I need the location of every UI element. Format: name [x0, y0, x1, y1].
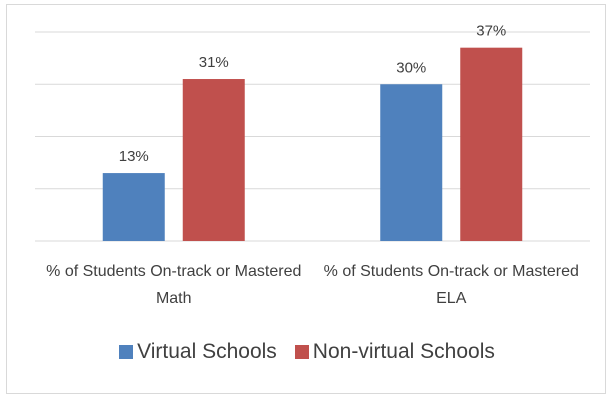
value-label: 37%	[476, 23, 506, 40]
bar	[102, 173, 165, 241]
bar	[182, 79, 245, 242]
x-tick-label: % of Students On-track or Mastered ELA	[323, 263, 579, 307]
value-label: 31%	[199, 54, 229, 71]
legend: Virtual Schools Non-virtual Schools	[0, 340, 614, 364]
value-label: 13%	[119, 148, 149, 165]
legend-item: Virtual Schools	[119, 340, 277, 364]
legend-label: Virtual Schools	[137, 340, 277, 363]
legend-swatch	[119, 345, 134, 359]
value-label: 30%	[396, 59, 426, 76]
chart-frame	[6, 4, 606, 394]
legend-label: Non-virtual Schools	[312, 340, 495, 363]
legend-item: Non-virtual Schools	[294, 340, 495, 364]
bar	[380, 84, 443, 241]
legend-swatch	[294, 345, 309, 359]
x-tick-label: % of Students On-track or Mastered Math	[46, 263, 302, 307]
bar	[460, 47, 523, 241]
